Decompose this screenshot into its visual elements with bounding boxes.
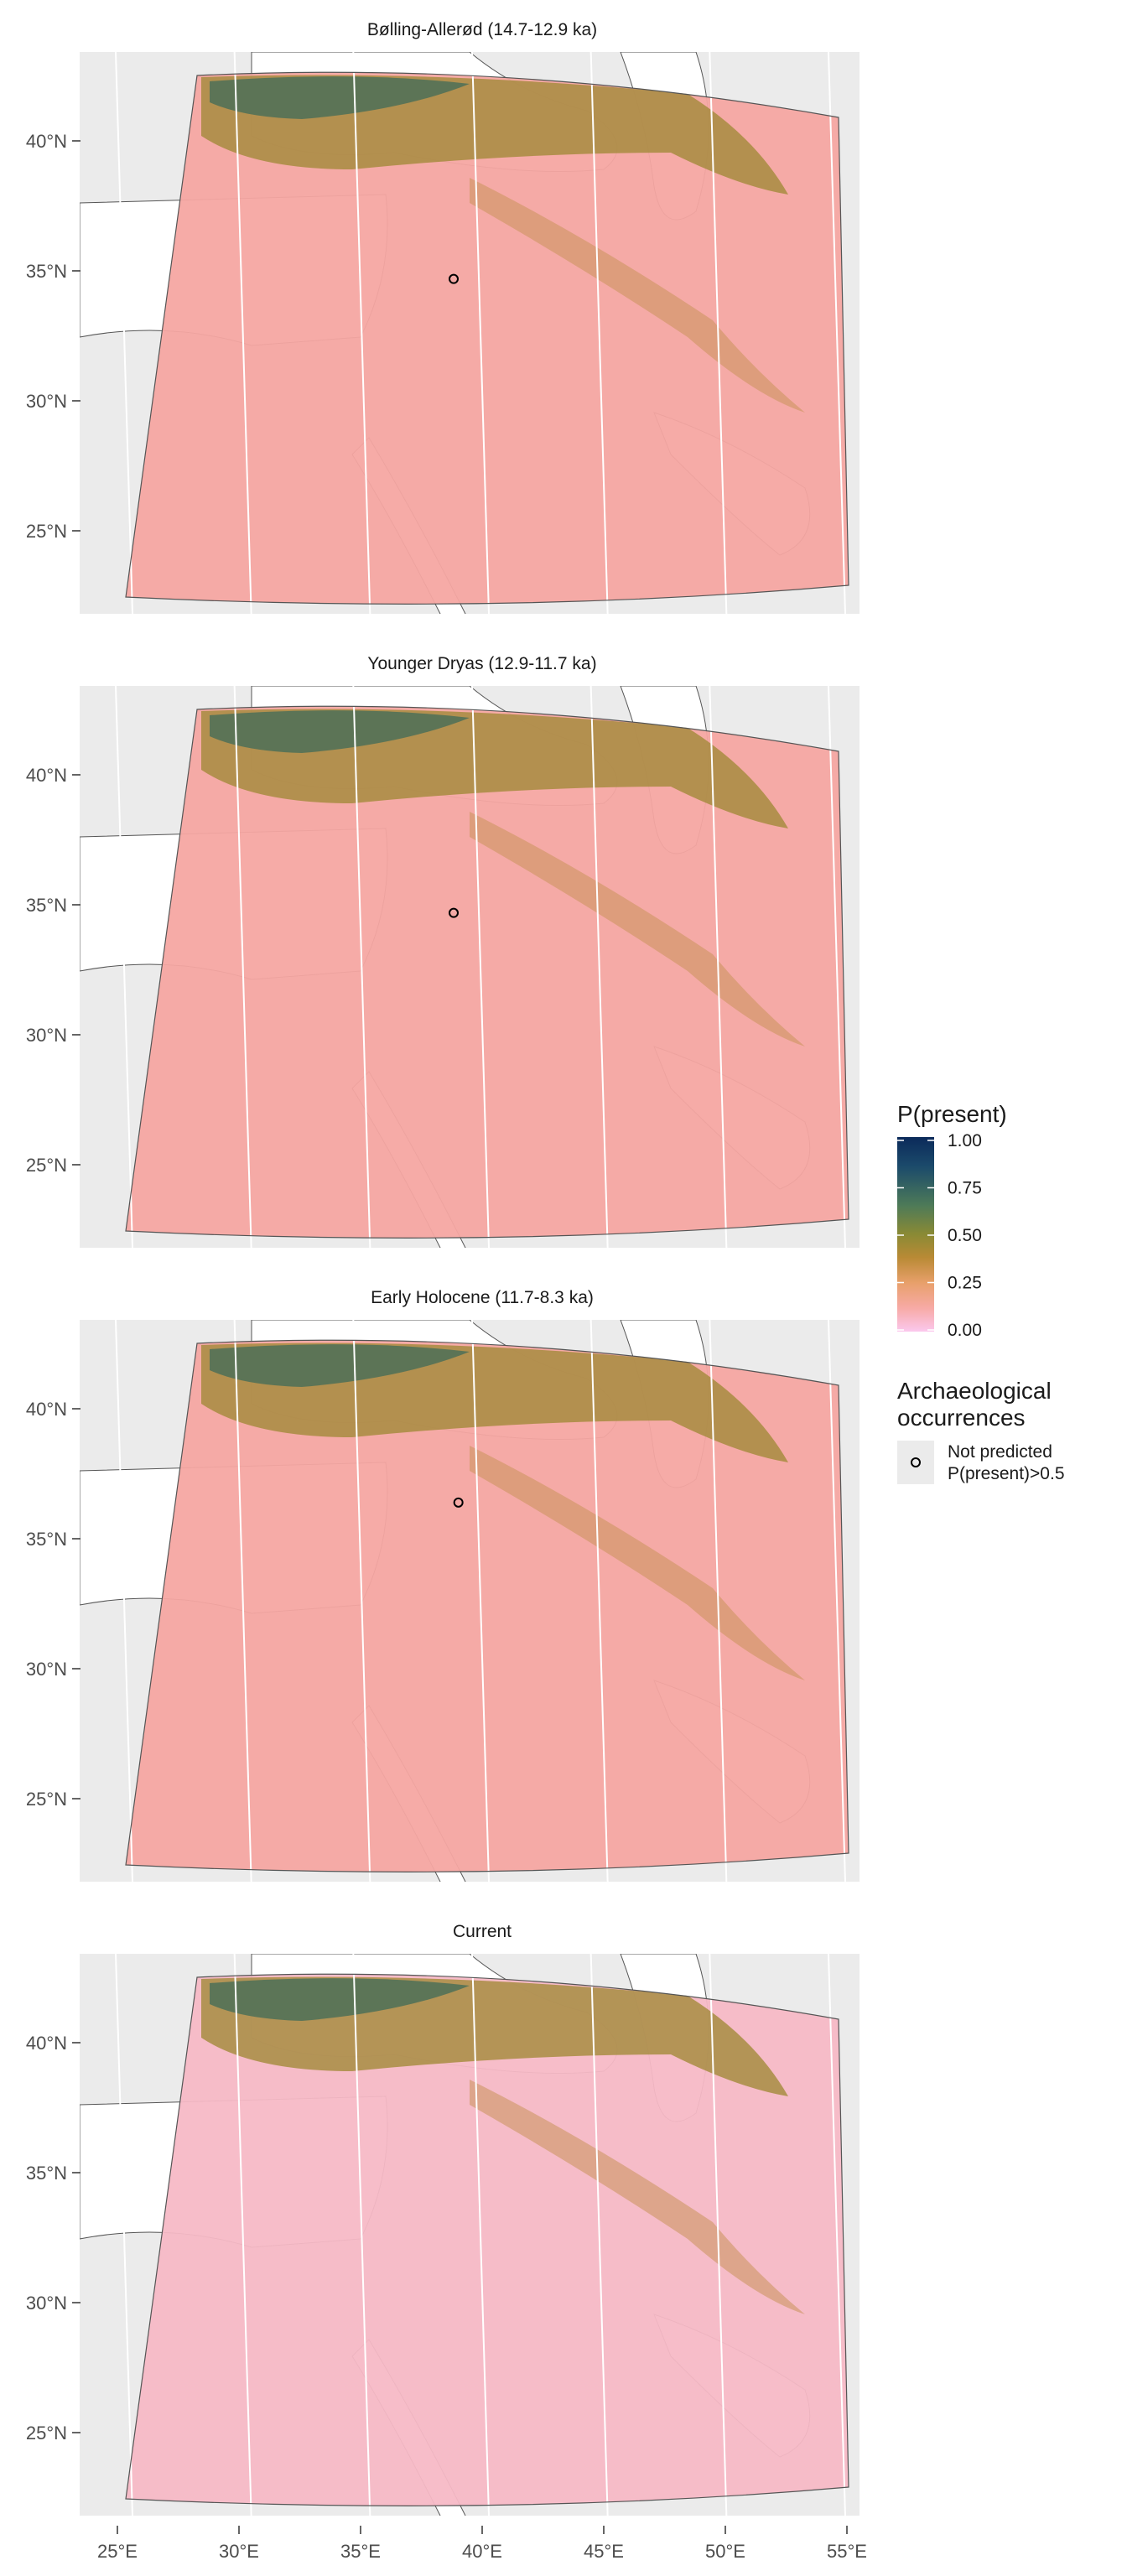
map-panel-1: Bølling-Allerød (14.7-12.9 ka) 40°N 35°N 30… [26,20,860,615]
colorbar-label: 0.75 [948,1179,982,1198]
colorbar-label: 0.25 [948,1274,982,1293]
map-frame [125,71,849,605]
colorbar-label: 1.00 [948,1131,982,1150]
occurrence-label-2: P(present)>0.5 [948,1464,1065,1483]
y-tick-label: 40°N [26,131,67,152]
graticule [115,685,846,1249]
legend: P(present) 1.00 0.75 0.50 0.25 0.00 Archaeolog… [897,1101,1065,1484]
colorbar-label: 0.00 [948,1321,982,1340]
occurrence-point [449,907,459,918]
y-tick-label: 35°N [26,895,67,916]
probability-raster [126,1340,849,1872]
probability-band-high [210,76,470,119]
map-panel-2: Younger Dryas (12.9-11.7 ka) 40°N 35°N 30°N… [26,654,860,1249]
map-panel-4: Current 40°N 35°N 30°N 25°N [26,1922,860,2516]
occurrence-point [449,273,459,284]
x-tick-label: 35°E [340,2541,381,2562]
probability-raster [126,706,849,1239]
y-tick-label: 35°N [26,2163,67,2184]
probability-band-zagros [470,2080,805,2314]
y-tick-label: 25°N [26,521,67,542]
y-tick-label: 30°N [26,1025,67,1046]
colorbar-label: 0.50 [948,1226,982,1245]
occurrence-key-symbol [911,1457,921,1467]
probability-band-zagros [470,1446,805,1680]
y-tick-label: 30°N [26,1659,67,1680]
y-tick-label: 35°N [26,261,67,282]
y-tick-label: 25°N [26,1789,67,1810]
panel-title: Current [453,1922,512,1941]
y-tick-label: 25°N [26,2423,67,2444]
panel-title: Bølling-Allerød (14.7-12.9 ka) [367,20,597,39]
occurrence-legend-title: Archaeological [897,1378,1052,1404]
occurrence-legend-title-2: occurrences [897,1405,1026,1431]
x-axis: 25°E 30°E 35°E 40°E 45°E 50°E 55°E [97,2526,867,2562]
x-tick-label: 25°E [97,2541,138,2562]
graticule [115,1319,846,1883]
probability-band-zagros [470,178,805,413]
y-tick-label: 40°N [26,1399,67,1420]
colorbar [897,1137,934,1332]
graticule [115,51,846,615]
occurrence-point [453,1497,464,1508]
legend-title: P(present) [897,1101,1007,1127]
x-tick-label: 30°E [219,2541,259,2562]
probability-band-high [210,710,470,753]
y-tick-label: 40°N [26,765,67,786]
y-tick-label: 35°N [26,1529,67,1550]
map-panel-3: Early Holocene (11.7-8.3 ka) 40°N 35°N 30°N… [26,1288,860,1883]
occurrence-key [897,1441,934,1484]
probability-raster [126,1974,849,2506]
y-tick-label: 30°N [26,391,67,412]
panel-title: Early Holocene (11.7-8.3 ka) [371,1288,594,1307]
occurrence-label: Not predicted [948,1442,1052,1462]
x-tick-label: 45°E [584,2541,624,2562]
probability-raster [126,72,849,605]
x-tick-label: 55°E [827,2541,867,2562]
probability-band-high [210,1978,470,2021]
panel-title: Younger Dryas (12.9-11.7 ka) [367,654,596,673]
probability-band-zagros [470,812,805,1046]
map-frame [125,705,849,1239]
x-tick-label: 50°E [705,2541,745,2562]
y-tick-label: 30°N [26,2293,67,2314]
y-tick-label: 40°N [26,2033,67,2054]
graticule [115,1953,846,2516]
x-tick-label: 40°E [462,2541,502,2562]
map-frame [125,1339,849,1872]
probability-band-high [210,1344,470,1387]
map-frame [125,1973,849,2506]
y-tick-label: 25°N [26,1155,67,1176]
